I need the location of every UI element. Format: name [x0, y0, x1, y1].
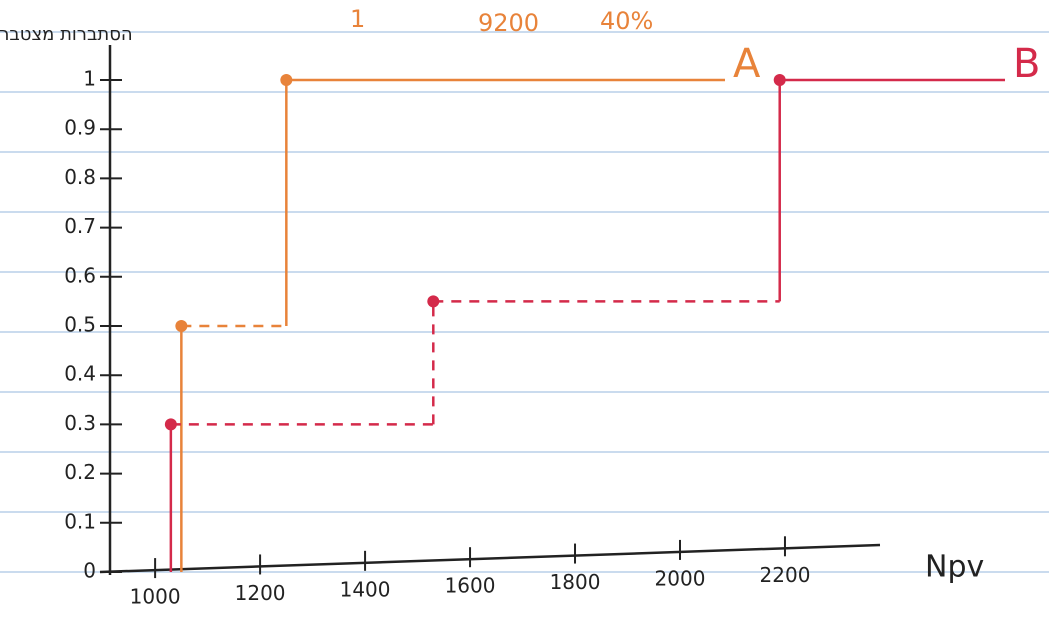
x-tick-label: 1800 [550, 570, 601, 594]
x-tick-label: 2200 [760, 563, 811, 587]
x-axis-label: Npv [925, 550, 984, 585]
annotation: 40% [600, 7, 653, 35]
legend-label: B [1013, 41, 1040, 87]
x-tick-label: 1400 [340, 577, 391, 601]
y-tick-label: 0.1 [64, 509, 96, 533]
legend-label: A [733, 41, 761, 87]
step-point [280, 74, 292, 86]
y-tick-label: 0.4 [64, 362, 96, 386]
y-tick-label: 0 [83, 559, 96, 583]
step-point [165, 418, 177, 430]
y-axis-label: הסתברות מצטברת [0, 24, 133, 45]
y-tick-label: 0.8 [64, 165, 96, 189]
x-tick-label: 1000 [130, 585, 181, 609]
y-tick-label: 0.9 [64, 116, 96, 140]
x-tick-label: 2000 [655, 566, 706, 590]
annotation: 1 [350, 5, 365, 33]
y-tick-label: 0.3 [64, 411, 96, 435]
annotation: 9200 [478, 9, 539, 37]
x-tick-label: 1600 [445, 574, 496, 598]
step-point [774, 74, 786, 86]
y-tick-label: 0.5 [64, 313, 96, 337]
y-tick-label: 0.2 [64, 460, 96, 484]
y-tick-label: 0.6 [64, 263, 96, 287]
y-tick-label: 1 [83, 67, 96, 91]
y-tick-label: 0.7 [64, 214, 96, 238]
step-point [175, 320, 187, 332]
x-tick-label: 1200 [235, 581, 286, 605]
step-point [427, 295, 439, 307]
chart: הסתברות מצטברת Npv 1 9200 40% 0 0.1 0.2 0.3… [0, 0, 1049, 618]
